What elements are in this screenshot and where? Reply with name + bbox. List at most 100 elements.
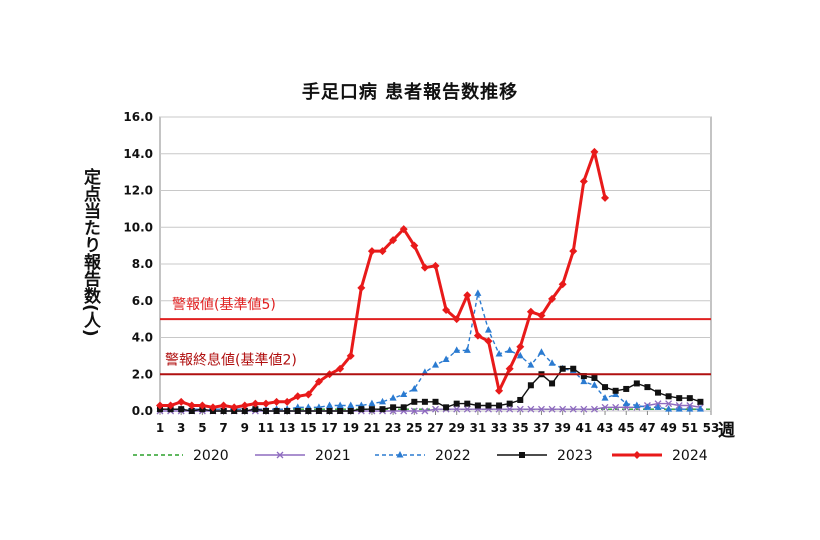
point-2024 [177,397,186,406]
point-2023 [390,404,397,411]
point-2023 [432,398,439,405]
point-2024 [601,193,610,202]
point-2024 [548,294,557,303]
point-2021 [548,405,556,413]
point-2024 [357,283,366,292]
x-tick-label: 31 [470,421,487,435]
point-2023 [527,382,534,389]
point-2023 [559,365,566,372]
point-2024 [336,364,345,373]
point-2023 [305,408,312,414]
point-2022 [326,401,334,408]
x-tick-label: 51 [681,421,698,435]
series-line-2021 [160,402,701,412]
point-2023 [633,380,640,387]
point-2024 [251,399,260,408]
x-tick-label: 53 [703,421,720,435]
x-tick-label: 3 [177,421,185,435]
point-2023 [273,408,280,414]
point-2024 [208,403,217,412]
legend-label-2021: 2021 [315,448,351,464]
x-tick-label: 21 [364,421,381,435]
point-2022 [686,405,694,412]
point-2022 [601,394,609,401]
y-tick-label: 16.0 [123,110,153,124]
point-2023 [496,402,503,409]
point-2021 [527,405,535,413]
y-tick-label: 0.0 [132,404,153,418]
point-2024 [495,386,504,395]
point-2023 [623,385,630,392]
point-2024 [156,401,164,410]
x-tick-label: 29 [448,421,465,435]
y-tick-label: 6.0 [132,294,153,308]
legend-label-2020: 2020 [193,448,229,464]
x-tick-label: 13 [279,421,296,435]
point-2023 [315,408,322,414]
x-tick-label: 33 [491,421,508,435]
point-2023 [358,406,365,413]
x-tick-label: 27 [427,421,444,435]
point-2023 [570,365,577,372]
point-2022 [537,348,545,355]
point-2023 [443,404,450,411]
point-2023 [284,408,291,414]
legend-marker-2022 [396,451,404,458]
point-2024 [272,397,281,406]
point-2021 [538,405,545,413]
reference-line-label: 警報値(基準値5) [172,296,276,313]
point-2024 [346,351,355,360]
x-tick-label: 9 [241,421,249,435]
point-2023 [421,398,428,405]
point-2023 [580,373,587,380]
point-2023 [676,395,683,402]
point-2021 [590,405,598,413]
point-2022 [675,405,683,412]
point-2023 [453,400,460,407]
point-2024 [505,364,514,373]
legend-label-2023: 2023 [557,448,593,464]
point-2023 [612,387,619,394]
point-2024 [431,261,440,270]
point-2024 [261,399,270,408]
x-tick-label: 49 [660,421,677,435]
point-2022 [442,355,450,363]
point-2024 [283,397,292,406]
point-2024 [473,331,482,340]
x-tick-label: 39 [554,421,571,435]
point-2024 [579,177,588,186]
legend-label-2022: 2022 [435,448,471,464]
point-2022 [506,346,514,353]
point-2023 [474,402,481,409]
point-2023 [178,406,185,413]
y-axis-label: 定点当たり報告数(人) [80,168,100,337]
point-2021 [601,403,609,411]
point-2021 [569,405,577,413]
x-tick-label: 19 [342,421,359,435]
point-2021 [453,405,461,413]
point-2023 [188,408,195,414]
point-2024 [367,247,376,256]
point-2023 [485,402,492,409]
point-2024 [463,291,472,300]
point-2023 [252,406,259,413]
point-2024 [569,247,578,256]
x-tick-label: 17 [321,421,338,435]
y-tick-label: 4.0 [132,331,153,345]
point-2021 [410,407,418,415]
point-2023 [368,406,375,413]
point-2023 [506,400,513,407]
point-2023 [294,408,301,414]
x-tick-label: 5 [198,421,206,435]
point-2022 [622,399,630,407]
x-tick-label: 7 [219,421,227,435]
point-2022 [463,346,471,353]
x-tick-label: 15 [300,421,317,435]
point-2023 [644,384,651,391]
x-tick-label: 25 [406,421,423,435]
legend-label-2024: 2024 [672,448,708,464]
point-2022 [548,359,556,366]
x-tick-label: 47 [639,421,656,435]
point-2022 [453,346,461,353]
